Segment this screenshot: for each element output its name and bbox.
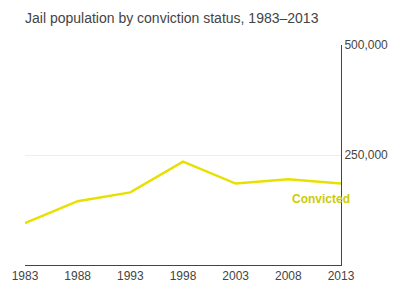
svg-text:250,000: 250,000 [344,148,388,162]
svg-text:2008: 2008 [275,269,302,283]
svg-text:1998: 1998 [170,269,197,283]
svg-text:Jail population by conviction: Jail population by conviction status, 19… [25,10,319,26]
svg-text:1988: 1988 [64,269,91,283]
svg-text:Convicted: Convicted [292,192,350,206]
svg-text:1993: 1993 [117,269,144,283]
svg-text:500,000: 500,000 [344,38,388,52]
svg-text:1983: 1983 [12,269,39,283]
svg-text:2013: 2013 [328,269,355,283]
svg-text:2003: 2003 [222,269,249,283]
